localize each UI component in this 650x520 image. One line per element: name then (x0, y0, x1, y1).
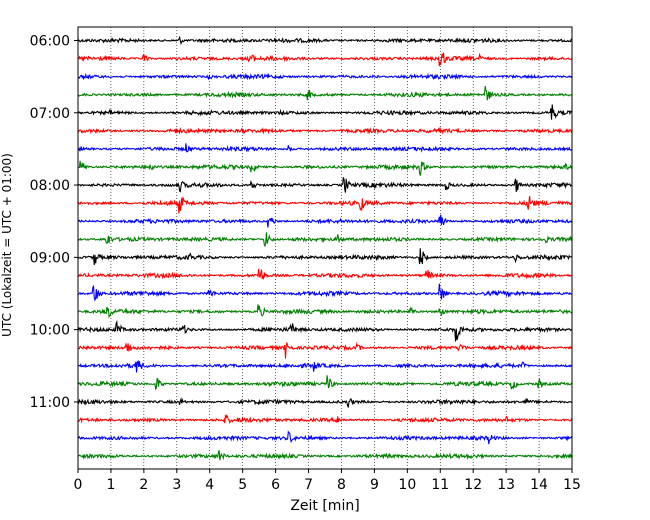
x-axis-label: Zeit [min] (290, 498, 359, 514)
trace-group (77, 35, 573, 461)
x-tick-label: 7 (304, 477, 313, 493)
seismic-trace (77, 195, 573, 214)
y-tick-label: 08:00 (30, 178, 70, 194)
x-tick-label: 3 (172, 477, 181, 493)
seismic-trace (77, 268, 573, 281)
y-tick-label: 06:00 (30, 34, 70, 50)
x-tick-label: 9 (370, 477, 379, 493)
x-tick-label: 0 (74, 477, 83, 493)
seismic-trace (77, 319, 573, 342)
x-tick-label: 10 (398, 477, 416, 493)
seismic-trace (77, 35, 573, 46)
y-axis: 06:00 07:00 08:00 09:00 10:00 11:00 (30, 34, 78, 411)
seismic-trace (77, 104, 573, 120)
seismic-trace (77, 248, 573, 266)
seismic-trace (77, 86, 573, 101)
y-tick-label: 07:00 (30, 106, 70, 122)
x-tick-label: 15 (563, 477, 581, 493)
y-tick-label: 09:00 (30, 250, 70, 266)
x-tick-label: 14 (530, 477, 548, 493)
seismic-trace (78, 304, 573, 319)
x-tick-label: 6 (271, 477, 280, 493)
seismic-trace (77, 397, 573, 408)
x-tick-label: 11 (431, 477, 449, 493)
x-tick-label: 13 (497, 477, 515, 493)
seismic-trace (77, 450, 573, 461)
y-axis-label: UTC (Lokalzeit = UTC + 01:00) (0, 153, 14, 337)
seismic-trace (77, 72, 573, 81)
seismic-trace (77, 283, 573, 302)
seismic-trace (77, 430, 573, 445)
x-tick-label: 12 (464, 477, 482, 493)
seismic-trace (77, 359, 573, 373)
plot-frame (77, 26, 573, 470)
seismic-trace (77, 375, 573, 391)
seismic-trace (77, 413, 573, 424)
seismic-trace (77, 126, 573, 135)
x-tick-label: 8 (337, 477, 346, 493)
y-tick-label: 10:00 (30, 323, 70, 339)
x-tick-label: 1 (106, 477, 115, 493)
x-tick-label: 4 (205, 477, 214, 493)
seismic-trace (77, 341, 573, 359)
x-tick-label: 5 (238, 477, 247, 493)
x-tick-label: 2 (139, 477, 148, 493)
seismic-trace (77, 143, 573, 153)
seismic-trace (77, 214, 573, 228)
seismic-trace (77, 52, 573, 67)
y-tick-label: 11:00 (30, 395, 70, 411)
seismic-trace (77, 160, 573, 176)
seismic-trace (77, 232, 573, 248)
x-axis: 0 1 2 3 4 5 6 7 8 9 10 11 12 13 14 15 (74, 469, 581, 493)
seismic-trace (77, 177, 573, 193)
